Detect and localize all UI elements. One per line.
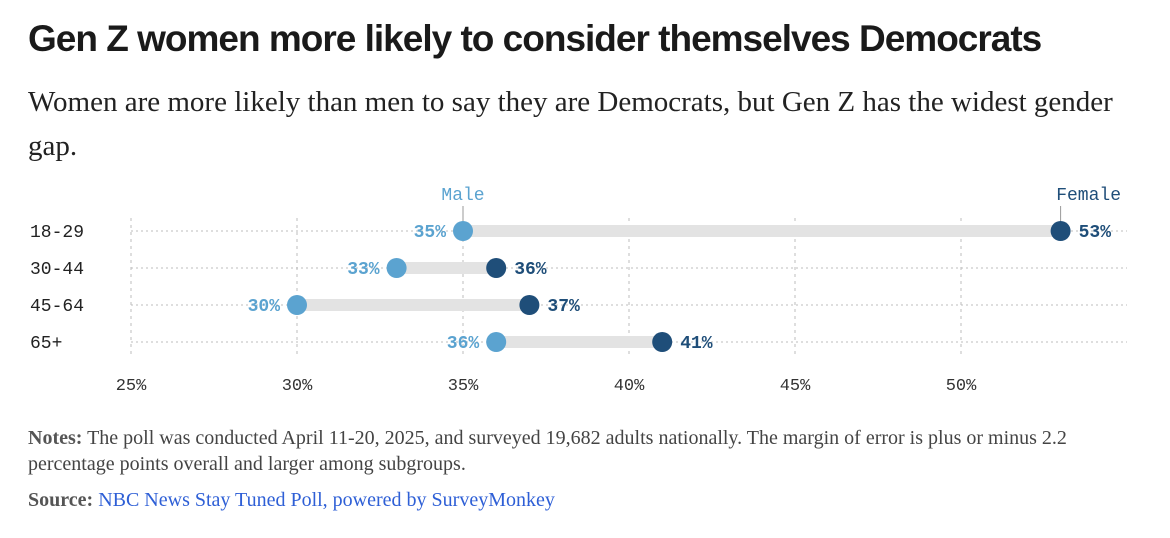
male-value-label: 35% xyxy=(414,223,447,243)
notes: Notes: The poll was conducted April 11-2… xyxy=(28,425,1153,477)
notes-text: The poll was conducted April 11-20, 2025… xyxy=(28,427,1067,475)
category-label: 45-64 xyxy=(30,297,84,317)
male-point xyxy=(386,258,407,278)
x-tick-label: 30% xyxy=(282,377,313,396)
female-point xyxy=(486,258,507,278)
female-value-label: 37% xyxy=(547,297,580,317)
female-point xyxy=(519,295,540,315)
x-tick-label: 40% xyxy=(614,377,645,396)
male-value-label: 36% xyxy=(447,334,480,354)
dot-layer xyxy=(287,221,1071,352)
chart-title: Gen Z women more likely to consider them… xyxy=(28,18,1042,59)
category-label: 30-44 xyxy=(30,260,84,280)
source-label: Source: xyxy=(28,489,94,511)
male-value-label: 33% xyxy=(347,260,380,280)
legend-male: Male xyxy=(441,186,484,206)
female-value-label: 36% xyxy=(514,260,547,280)
legend-female: Female xyxy=(1056,186,1121,206)
female-value-label: 53% xyxy=(1079,223,1112,243)
legend-layer: Male Female xyxy=(441,186,1121,222)
male-point xyxy=(486,332,507,352)
category-label: 18-29 xyxy=(30,223,84,243)
male-point xyxy=(287,295,307,315)
chart-subtitle: Women are more likely than men to say th… xyxy=(28,86,1113,162)
category-label: 65+ xyxy=(30,334,62,354)
notes-label: Notes: xyxy=(28,427,83,449)
x-tick-label: 35% xyxy=(448,377,479,396)
bar-layer xyxy=(297,225,1061,348)
female-point xyxy=(1050,221,1071,241)
x-tick-label: 45% xyxy=(780,377,811,396)
label-layer: 35% 53%33% 36%30% 37%36% 41% xyxy=(248,223,1112,354)
male-point xyxy=(453,221,473,241)
x-tick-label: 50% xyxy=(946,377,977,396)
female-value-label: 41% xyxy=(680,334,713,354)
dumbbell-chart: 25% 30% 35% 40% 45% 50% 18-29 30-44 45-64 65+ Mal… xyxy=(30,186,1127,396)
source-link[interactable]: NBC News Stay Tuned Poll, powered by Sur… xyxy=(98,489,555,511)
source: Source: NBC News Stay Tuned Poll, powere… xyxy=(28,487,555,513)
female-point xyxy=(652,332,673,352)
x-tick-label: 25% xyxy=(116,377,147,396)
male-value-label: 30% xyxy=(248,297,281,317)
